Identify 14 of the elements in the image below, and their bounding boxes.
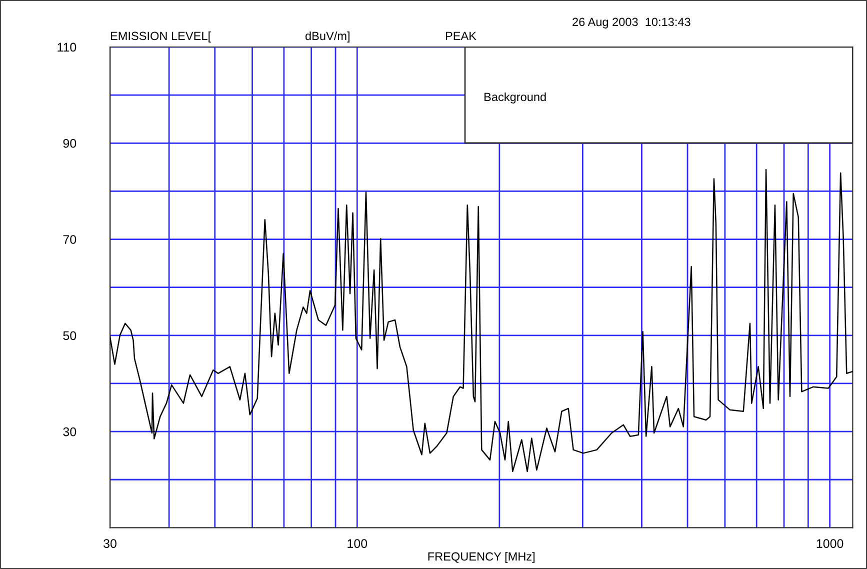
x-tick-label: 100	[348, 539, 368, 548]
x-axis-title: FREQUENCY [MHz]	[428, 552, 535, 563]
text: dBuV/m]	[305, 31, 350, 42]
annotation: Background	[484, 92, 546, 104]
text: PEAK	[446, 32, 476, 40]
text: 26 Aug 2003 10:13:43	[572, 18, 690, 28]
x-tick-label: 30	[104, 539, 116, 548]
y-tick-label: 30	[63, 427, 76, 436]
x-tick-label: 1000	[816, 539, 844, 548]
y-tick-label: 90	[63, 138, 76, 148]
y-tick-label: 70	[63, 235, 76, 244]
y-tick-label: 50	[63, 331, 76, 340]
text: EMISSION LEVEL[	[110, 31, 211, 42]
y-tick-label: 110	[58, 42, 76, 52]
